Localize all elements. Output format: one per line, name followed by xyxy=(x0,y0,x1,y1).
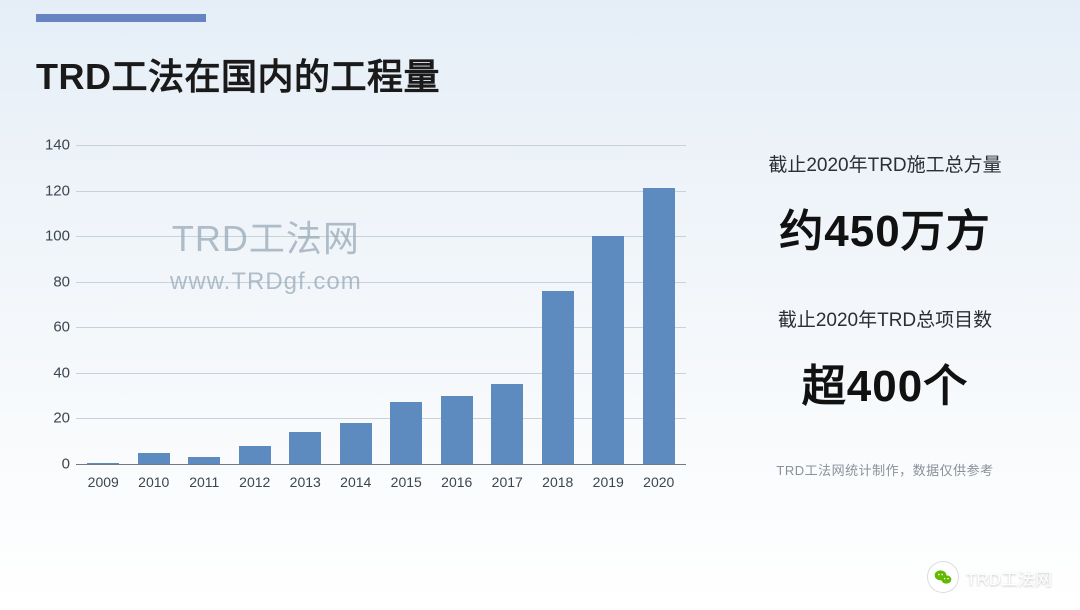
title-rest: 工法在国内的工程量 xyxy=(112,56,441,97)
wechat-icon xyxy=(928,562,958,592)
y-tick-label: 20 xyxy=(34,410,70,427)
projects-chart: 0204060801001201402009201020112012201320… xyxy=(20,135,700,505)
bar xyxy=(289,432,321,464)
x-tick-label: 2010 xyxy=(138,474,169,490)
bar xyxy=(188,457,220,464)
bar-slot: 2020 xyxy=(634,145,685,464)
x-tick-label: 2018 xyxy=(542,474,573,490)
stat-total-projects: 截止2020年TRD总项目数 超400个 xyxy=(730,305,1040,414)
bar-slot: 2012 xyxy=(230,145,281,464)
x-tick-label: 2009 xyxy=(88,474,119,490)
y-tick-label: 100 xyxy=(34,228,70,245)
stats-footnote: TRD工法网统计制作，数据仅供参考 xyxy=(730,460,1040,479)
bar-slot: 2018 xyxy=(533,145,584,464)
bar xyxy=(441,396,473,464)
stat-label: 截止2020年TRD施工总方量 xyxy=(730,150,1040,177)
title-strong: TRD xyxy=(36,56,112,97)
x-tick-label: 2014 xyxy=(340,474,371,490)
y-tick-label: 80 xyxy=(34,273,70,290)
bar xyxy=(340,423,372,464)
y-tick-label: 0 xyxy=(34,456,70,473)
bar-slot: 2017 xyxy=(482,145,533,464)
x-tick-label: 2013 xyxy=(290,474,321,490)
page-title: TRD工法在国内的工程量 xyxy=(36,48,440,100)
x-tick-label: 2015 xyxy=(391,474,422,490)
bar xyxy=(542,291,574,464)
bar-slot: 2014 xyxy=(331,145,382,464)
bar-slot: 2016 xyxy=(432,145,483,464)
stat-label: 截止2020年TRD总项目数 xyxy=(730,305,1040,332)
x-tick-label: 2012 xyxy=(239,474,270,490)
bar-slot: 2015 xyxy=(381,145,432,464)
bar xyxy=(491,384,523,464)
bar-slot: 2010 xyxy=(129,145,180,464)
x-tick-label: 2019 xyxy=(593,474,624,490)
bar xyxy=(592,236,624,464)
bars-container: 2009201020112012201320142015201620172018… xyxy=(76,145,686,464)
bar xyxy=(138,453,170,464)
chart-plot: 0204060801001201402009201020112012201320… xyxy=(76,145,686,465)
brand-text: TRD工法网 xyxy=(966,565,1052,590)
x-tick-label: 2011 xyxy=(189,474,219,490)
brand-badge: TRD工法网 xyxy=(928,562,1052,592)
stats-panel: 截止2020年TRD施工总方量 约450万方 截止2020年TRD总项目数 超4… xyxy=(730,150,1040,479)
y-tick-label: 40 xyxy=(34,364,70,381)
bar-slot: 2009 xyxy=(78,145,129,464)
wechat-glyph xyxy=(933,567,953,587)
bar xyxy=(643,188,675,464)
bar-slot: 2013 xyxy=(280,145,331,464)
stat-value: 超400个 xyxy=(730,350,1040,414)
bar-slot: 2019 xyxy=(583,145,634,464)
bar xyxy=(239,446,271,464)
bar xyxy=(87,463,119,464)
y-tick-label: 140 xyxy=(34,137,70,154)
accent-bar xyxy=(36,14,206,22)
bar xyxy=(390,402,422,464)
x-tick-label: 2020 xyxy=(643,474,674,490)
y-tick-label: 60 xyxy=(34,319,70,336)
bar-slot: 2011 xyxy=(179,145,230,464)
stat-total-volume: 截止2020年TRD施工总方量 约450万方 xyxy=(730,150,1040,259)
stat-value: 约450万方 xyxy=(730,195,1040,259)
x-tick-label: 2016 xyxy=(441,474,472,490)
x-tick-label: 2017 xyxy=(492,474,523,490)
y-tick-label: 120 xyxy=(34,182,70,199)
